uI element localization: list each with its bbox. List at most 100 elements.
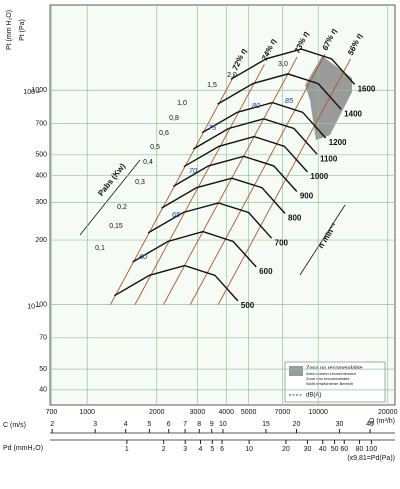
legend-note: Nicht empfohlener Bereich — [306, 381, 353, 386]
y-tick-label: 500 — [35, 152, 47, 159]
y-tick-label: 40 — [39, 387, 47, 394]
pd-tick-label: 4 — [199, 446, 203, 453]
speed-label: 700 — [275, 238, 289, 247]
pd-tick-label: 80 — [356, 446, 364, 453]
db-label: 85 — [285, 96, 294, 105]
speed-label: 1600 — [358, 85, 376, 94]
x-tick-label: 7000 — [275, 409, 291, 416]
x-tick-label: 4000 — [219, 409, 235, 416]
c-tick-label: 5 — [147, 421, 151, 428]
pd-axis-title: Pd (mmH₂O) — [3, 445, 43, 452]
legend-note: Area counter-recommended — [306, 371, 356, 376]
pd-tick-label: 5 — [210, 446, 214, 453]
c-tick-label: 40 — [366, 421, 374, 428]
c-tick-label: 6 — [167, 421, 171, 428]
speed-curve — [201, 101, 327, 139]
speed-label: 600 — [259, 267, 273, 276]
x-tick-label: 700 — [46, 409, 58, 416]
power-label: 0,5 — [150, 144, 160, 151]
efficiency-line — [163, 56, 298, 305]
c-tick-label: 8 — [197, 421, 201, 428]
efficiency-line — [189, 53, 326, 305]
efficiency-line — [110, 73, 236, 305]
c-tick-label: 10 — [219, 421, 227, 428]
speed-curve — [230, 48, 356, 85]
speed-curve — [147, 202, 273, 239]
y-tick-label: 1000 — [31, 87, 47, 94]
x-tick-label: 5000 — [241, 409, 257, 416]
speed-label: 800 — [288, 214, 302, 223]
pd-note: (x9,81=Pd(Pa)) — [347, 455, 395, 462]
x-tick-label: 2000 — [149, 409, 165, 416]
c-tick-label: 2 — [50, 421, 54, 428]
c-tick-label: 30 — [336, 421, 344, 428]
legend-note: Zone non recommandée — [306, 376, 350, 381]
pd-tick-label: 20 — [282, 446, 290, 453]
speed-curve — [217, 73, 342, 110]
db-label: 80 — [252, 101, 261, 110]
c-tick-label: 4 — [124, 421, 128, 428]
x-tick-label: 1000 — [79, 409, 95, 416]
speed-label: 1000 — [310, 172, 328, 181]
speed-curve — [113, 264, 239, 302]
power-label: 1,5 — [207, 82, 217, 89]
speed-curve — [161, 177, 286, 214]
efficiency-line — [217, 58, 351, 305]
y-tick-label: 300 — [35, 199, 47, 206]
pd-tick-label: 30 — [304, 446, 312, 453]
y2-axis-title: Pt (mm H₂O) — [6, 10, 13, 50]
db-label: 75 — [208, 123, 217, 132]
y-tick-label: 70 — [39, 335, 47, 342]
power-label: 1,0 — [177, 100, 187, 107]
pd-tick-label: 1 — [125, 446, 129, 453]
power-arrow — [79, 159, 141, 236]
pd-tick-label: 40 — [319, 446, 327, 453]
y-tick-label: 100 — [35, 301, 47, 308]
speed-curve — [183, 135, 308, 173]
power-label: 2,0 — [227, 72, 237, 79]
c-tick-label: 3 — [93, 421, 97, 428]
c-tick-label: 7 — [183, 421, 187, 428]
pd-tick-label: 3 — [183, 446, 187, 453]
power-label: 0,2 — [117, 204, 127, 211]
y-axis-title: Pt (Pa) — [19, 19, 26, 41]
legend-zone: Zona no recomendable — [306, 365, 363, 371]
speed-label: 500 — [241, 301, 255, 310]
legend-swatch — [289, 366, 303, 376]
y-tick-label: 50 — [39, 366, 47, 373]
db-label: 60 — [139, 252, 148, 261]
speed-label: 900 — [300, 192, 314, 201]
power-label: 0,3 — [135, 179, 145, 186]
pd-tick-label: 2 — [162, 446, 166, 453]
pd-tick-label: 60 — [340, 446, 348, 453]
power-label: 0,8 — [169, 115, 179, 122]
efficiency-line — [134, 64, 265, 305]
power-label: 0,4 — [143, 159, 153, 166]
legend-db: dB(A) — [306, 393, 321, 399]
speed-label: 1100 — [320, 154, 338, 163]
db-label: 70 — [189, 166, 198, 175]
db-label: 65 — [172, 210, 181, 219]
speed-curve — [132, 230, 257, 268]
y-tick-label: 700 — [35, 120, 47, 127]
y-tick-label: 400 — [35, 172, 47, 179]
power-label: 0,6 — [159, 130, 169, 137]
power-label: 0,1 — [95, 245, 105, 252]
c-tick-label: 20 — [293, 421, 301, 428]
x-tick-label: 3000 — [190, 409, 206, 416]
y2-tick-label: 100 — [23, 89, 35, 96]
power-label: 3,0 — [278, 61, 288, 68]
speed-label: 1200 — [329, 138, 347, 147]
speed-label: 1400 — [344, 109, 362, 118]
pd-tick-label: 50 — [331, 446, 339, 453]
pd-tick-label: 100 — [366, 446, 378, 453]
x-tick-label: 20000 — [378, 409, 398, 416]
pd-tick-label: 6 — [220, 446, 224, 453]
speed-curve — [193, 118, 318, 155]
speed-curve — [172, 155, 298, 192]
pd-tick-label: 10 — [245, 446, 253, 453]
c-tick-label: 9 — [210, 421, 214, 428]
y-tick-label: 200 — [35, 237, 47, 244]
x-tick-label: 10000 — [308, 409, 328, 416]
